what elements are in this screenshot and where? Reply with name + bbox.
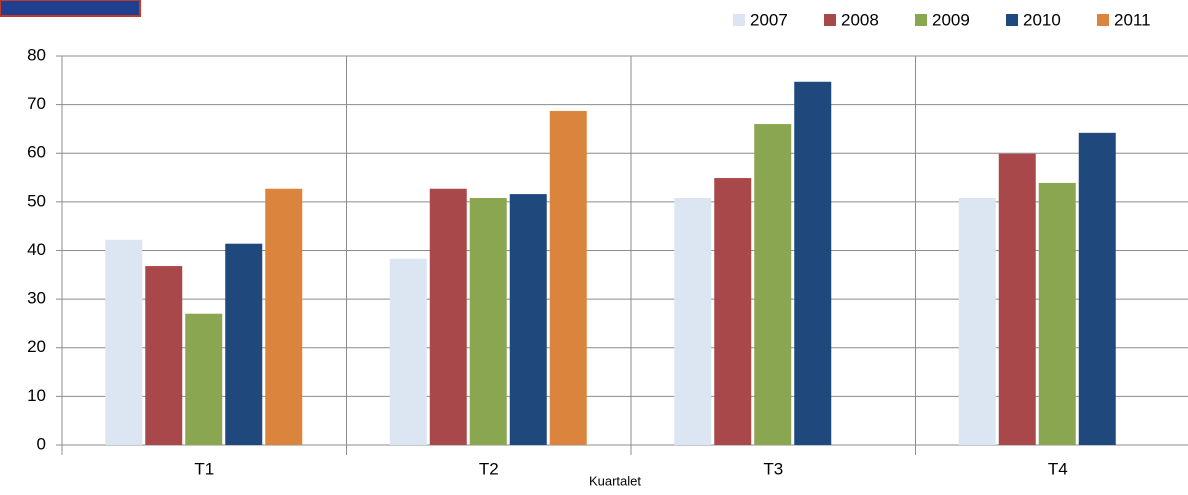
bar: [469, 197, 507, 445]
bar: [145, 266, 183, 445]
legend-swatch: [733, 14, 745, 26]
y-tick-label: 0: [37, 434, 46, 453]
bar: [674, 197, 712, 445]
y-tick-label: 70: [27, 94, 46, 113]
bar: [389, 258, 427, 445]
x-tick-label: T3: [763, 459, 783, 478]
bar: [958, 197, 996, 445]
bar: [794, 81, 832, 446]
y-tick-label: 30: [27, 289, 46, 308]
legend-swatch: [824, 14, 836, 26]
legend-label: 2007: [750, 10, 788, 29]
bar: [185, 313, 223, 445]
y-tick-label: 20: [27, 337, 46, 356]
y-tick-label: 40: [27, 240, 46, 259]
bar: [105, 239, 143, 445]
x-tick-label: T2: [479, 459, 499, 478]
x-tick-label: T4: [1048, 459, 1068, 478]
y-tick-label: 60: [27, 143, 46, 162]
legend-label: 2010: [1023, 10, 1061, 29]
bar: [1078, 132, 1116, 445]
x-tick-label: T1: [194, 459, 214, 478]
header-box: [0, 0, 141, 17]
legend-swatch: [1097, 14, 1109, 26]
bar: [549, 110, 587, 445]
x-axis-label: Kuartalet: [589, 473, 641, 488]
legend-label: 2008: [841, 10, 879, 29]
legend-label: 2009: [932, 10, 970, 29]
bar: [265, 188, 303, 445]
y-tick-label: 10: [27, 386, 46, 405]
bar: [1038, 182, 1076, 445]
bar: [509, 194, 547, 445]
y-tick-label: 50: [27, 191, 46, 210]
bar: [998, 153, 1036, 445]
bar: [225, 243, 263, 445]
bar: [429, 188, 467, 445]
legend-swatch: [915, 14, 927, 26]
legend-swatch: [1006, 14, 1018, 26]
bar: [714, 178, 752, 445]
y-tick-label: 80: [27, 45, 46, 64]
bar: [754, 124, 792, 445]
legend-label: 2011: [1114, 10, 1151, 29]
